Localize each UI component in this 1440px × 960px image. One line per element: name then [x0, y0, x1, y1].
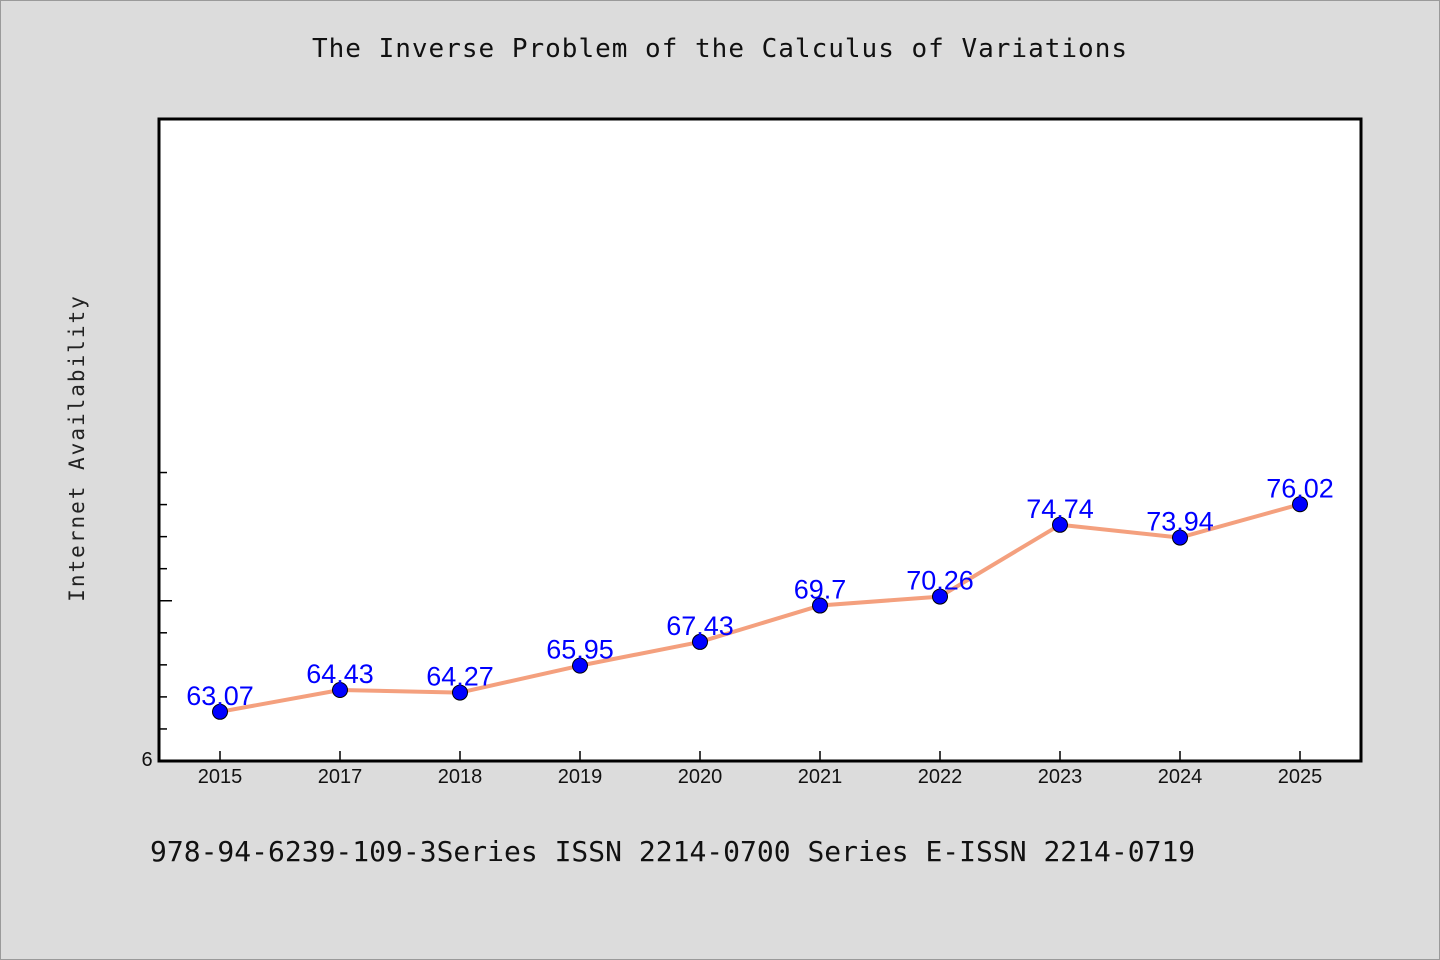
- x-tick-label: 2023: [1038, 766, 1083, 788]
- x-tick-label: 2015: [198, 766, 243, 788]
- data-label: 76.02: [1266, 473, 1334, 503]
- data-labels: 63.07 64.43 64.27 65.95 67.43 69.7 70.26 74.74 7…: [186, 473, 1334, 711]
- data-label: 70.26: [906, 566, 974, 596]
- data-point: [1292, 496, 1308, 513]
- x-tick-label: 2018: [438, 766, 483, 788]
- data-point: [332, 682, 348, 699]
- data-point: [932, 588, 948, 605]
- x-tick-label: 2020: [678, 766, 723, 788]
- data-label: 69.7: [794, 575, 847, 605]
- data-point: [812, 597, 828, 614]
- plot-area: [157, 117, 1363, 763]
- x-tick-label: 2019: [558, 766, 603, 788]
- data-label: 63.07: [186, 681, 254, 711]
- isbn-issn-text: 978-94-6239-109-3Series ISSN 2214-0700 S…: [150, 835, 1196, 868]
- chart-title: The Inverse Problem of the Calculus of V…: [311, 34, 1128, 64]
- series-line: [219, 502, 1301, 714]
- data-label: 64.27: [426, 662, 494, 692]
- data-point: [692, 633, 708, 650]
- series-line-group: [219, 502, 1301, 714]
- data-label: 73.94: [1146, 507, 1214, 537]
- data-points: [212, 496, 1308, 720]
- x-tick-label: 2017: [318, 766, 363, 788]
- x-tick-label: 2024: [1158, 766, 1203, 788]
- y-tick-label: 6: [141, 749, 152, 771]
- data-point: [1052, 516, 1068, 533]
- x-tick-label: 2025: [1278, 766, 1323, 788]
- y-axis-ticks: 6: [141, 471, 172, 771]
- data-label: 65.95: [546, 635, 614, 665]
- data-point: [212, 703, 228, 720]
- data-point: [452, 684, 468, 701]
- data-point: [572, 657, 588, 674]
- data-point: [1172, 529, 1188, 546]
- x-tick-label: 2022: [918, 766, 963, 788]
- data-label: 64.43: [306, 659, 374, 689]
- data-label: 67.43: [666, 611, 734, 641]
- data-label: 74.74: [1026, 494, 1094, 524]
- x-tick-label: 2021: [798, 766, 843, 788]
- x-axis-ticks: 2015 2017 2018 2019 2020 2021 2022 2023 2024 2025: [198, 751, 1323, 788]
